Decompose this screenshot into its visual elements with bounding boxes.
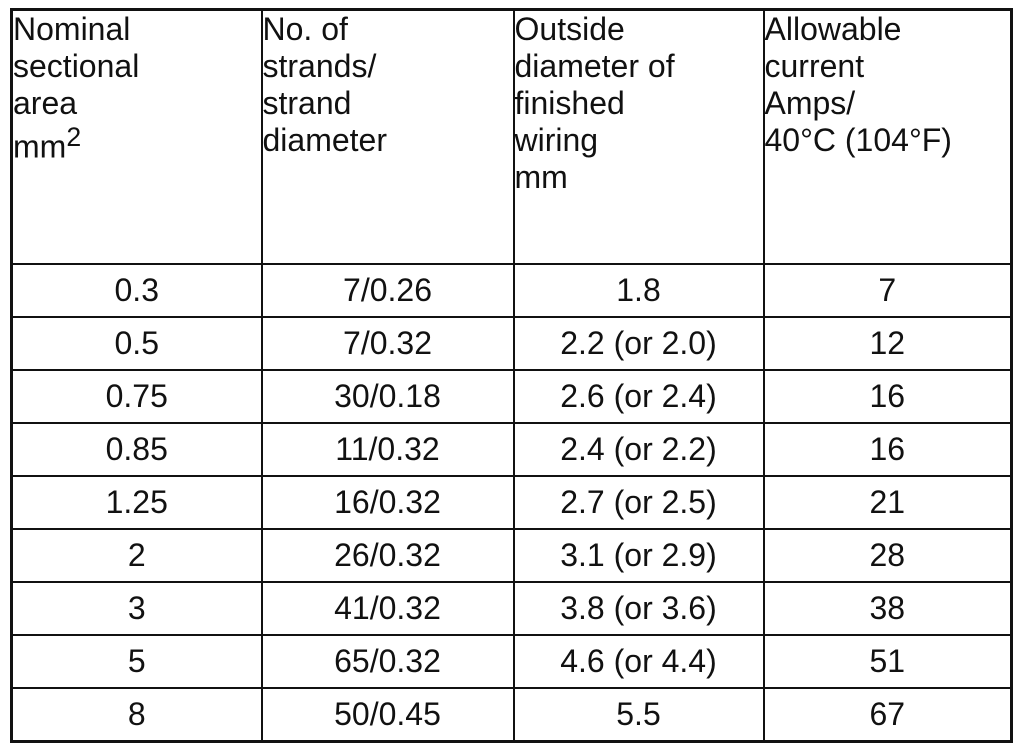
table-cell: 51 (762, 634, 1013, 689)
table-cell: 0.3 (10, 263, 263, 318)
header-line: Allowable (764, 11, 902, 47)
table-row: 0.5 7/0.32 2.2 (or 2.0) 12 (10, 316, 1013, 371)
header-line: sectional (13, 48, 140, 84)
header-line: diameter of (514, 48, 675, 84)
unit-base: mm (13, 128, 67, 165)
table-cell: 38 (762, 581, 1013, 636)
table-cell: 3.1 (or 2.9) (512, 528, 765, 583)
table-cell: 0.75 (10, 369, 263, 424)
table-cell: 7/0.26 (260, 263, 515, 318)
table-cell: 4.6 (or 4.4) (512, 634, 765, 689)
table-cell: 16 (762, 369, 1013, 424)
wire-table: Nominal sectional area mm2 No. of strands/str… (10, 8, 1013, 743)
table-row: 0.3 7/0.26 1.8 7 (10, 263, 1013, 318)
header-lines: Nominal sectional area (13, 11, 261, 122)
table-row: 3 41/0.32 3.8 (or 3.6) 38 (10, 581, 1013, 636)
header-line: wiring (514, 122, 599, 158)
table-cell: 3.8 (or 3.6) (512, 581, 765, 636)
table-cell: 2.2 (or 2.0) (512, 316, 765, 371)
table-cell: 12 (762, 316, 1013, 371)
table-cell: 3 (10, 581, 263, 636)
table-cell: 0.5 (10, 316, 263, 371)
table-cell: 5 (10, 634, 263, 689)
header-cell: No. of strands/strand diameter (260, 8, 515, 265)
table-cell: 65/0.32 (260, 634, 515, 689)
header-line: current (764, 48, 865, 84)
header-line: 40°C (104°F) (764, 122, 952, 158)
header-line: Amps/ (764, 85, 856, 121)
table-cell: 1.25 (10, 475, 263, 530)
table-cell: 2 (10, 528, 263, 583)
header-unit: mm (515, 159, 763, 196)
table-cell: 50/0.45 (260, 687, 515, 743)
table-cell: 0.85 (10, 422, 263, 477)
header-cell: Nominal sectional area mm2 (10, 8, 263, 265)
header-unit: mm2 (13, 122, 261, 166)
table-row: 0.75 30/0.18 2.6 (or 2.4) 16 (10, 369, 1013, 424)
unit-superscript: 2 (66, 122, 82, 152)
table-cell: 1.8 (512, 263, 765, 318)
header-line: area (13, 85, 78, 121)
header-line: Nominal (13, 11, 131, 47)
table-cell: 7/0.32 (260, 316, 515, 371)
header-row: Nominal sectional area mm2 No. of strands/str… (10, 8, 1013, 265)
header-lines: Allowable current Amps/40°C (104°F) (765, 11, 1011, 159)
header-line: strands/ (262, 48, 377, 84)
table-row: 0.85 11/0.32 2.4 (or 2.2) 16 (10, 422, 1013, 477)
table-cell: 28 (762, 528, 1013, 583)
table-body: 0.3 7/0.26 1.8 7 0.5 7/0.32 2.2 (or 2.0) 12 0.75… (10, 263, 1013, 743)
header-line: finished (514, 85, 625, 121)
table-cell: 21 (762, 475, 1013, 530)
table-row: 8 50/0.45 5.5 67 (10, 687, 1013, 743)
table-cell: 2.4 (or 2.2) (512, 422, 765, 477)
table-row: 2 26/0.32 3.1 (or 2.9) 28 (10, 528, 1013, 583)
header-lines: Outside diameter of finished wiring (515, 11, 763, 159)
table-cell: 7 (762, 263, 1013, 318)
header-lines: No. of strands/strand diameter (263, 11, 513, 159)
table-cell: 41/0.32 (260, 581, 515, 636)
header-line: diameter (262, 122, 388, 158)
table-cell: 11/0.32 (260, 422, 515, 477)
header-line: Outside (514, 11, 625, 47)
table-cell: 2.6 (or 2.4) (512, 369, 765, 424)
table-cell: 16/0.32 (260, 475, 515, 530)
table-row: 1.25 16/0.32 2.7 (or 2.5) 21 (10, 475, 1013, 530)
table-cell: 26/0.32 (260, 528, 515, 583)
table-row: 5 65/0.32 4.6 (or 4.4) 51 (10, 634, 1013, 689)
header-line: strand (262, 85, 352, 121)
table-cell: 30/0.18 (260, 369, 515, 424)
header-cell: Allowable current Amps/40°C (104°F) (762, 8, 1013, 265)
table-cell: 67 (762, 687, 1013, 743)
unit-base: mm (514, 159, 568, 195)
table-cell: 16 (762, 422, 1013, 477)
header-cell: Outside diameter of finished wiring mm (512, 8, 765, 265)
header-line: No. of (262, 11, 348, 47)
table-cell: 2.7 (or 2.5) (512, 475, 765, 530)
table-cell: 5.5 (512, 687, 765, 743)
table-cell: 8 (10, 687, 263, 743)
